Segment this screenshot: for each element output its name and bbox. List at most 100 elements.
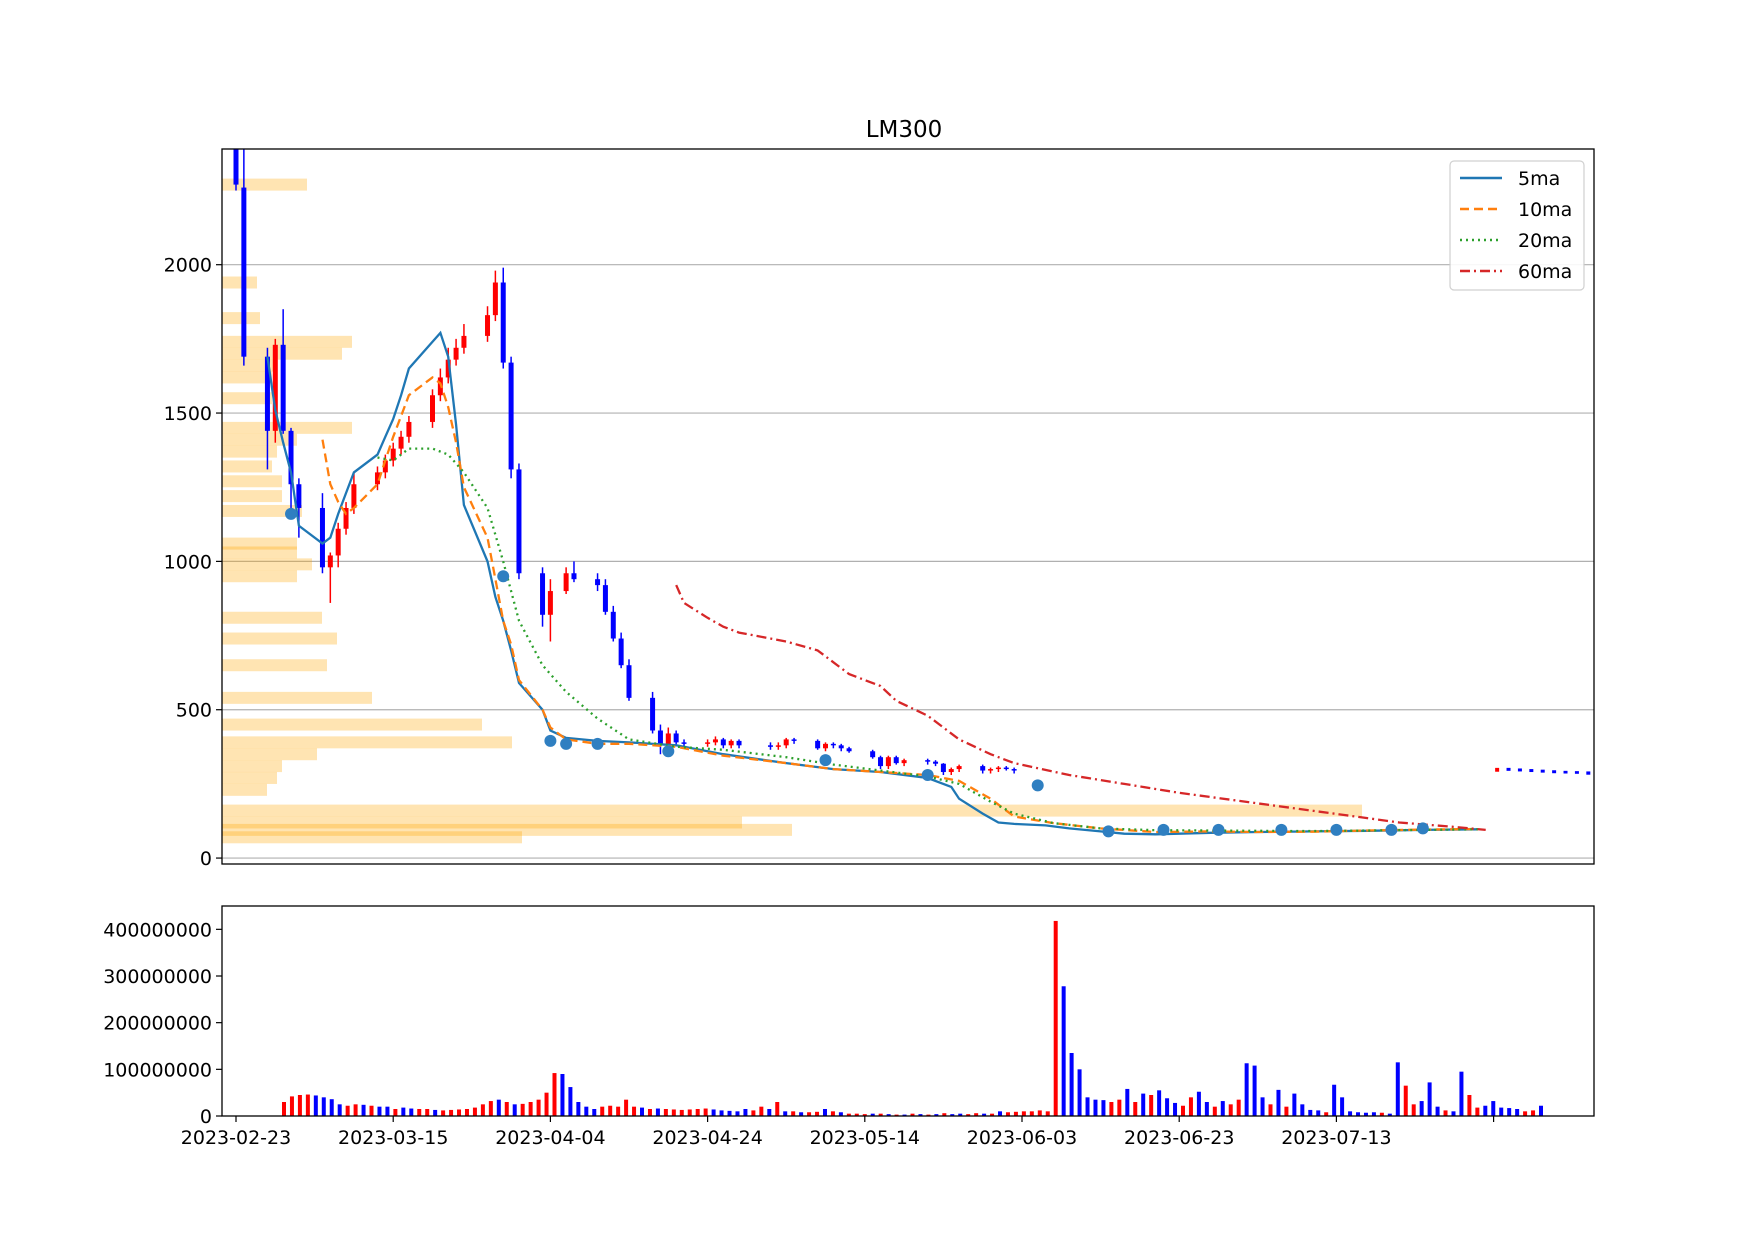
- candle-body: [705, 742, 711, 744]
- candle-body: [1689, 776, 1693, 779]
- y-tick-label: 1000: [164, 551, 212, 573]
- volume-bar: [990, 1113, 995, 1116]
- volume-bar: [759, 1106, 764, 1116]
- volume-bar: [369, 1105, 374, 1116]
- volume-bar: [528, 1102, 533, 1116]
- candle-body: [933, 761, 939, 764]
- volume-bar: [703, 1108, 708, 1116]
- volume-bar: [687, 1109, 692, 1116]
- y-tick-label: 500: [176, 700, 212, 722]
- volume-bar: [1133, 1102, 1138, 1116]
- candle-body: [736, 740, 742, 746]
- volume-bar: [417, 1109, 422, 1116]
- volume-bar: [289, 1096, 294, 1116]
- candle-body: [885, 757, 891, 767]
- volume-profile-bar: [222, 771, 277, 784]
- y-tick-label: 0: [200, 848, 212, 870]
- volume-bar: [982, 1113, 987, 1116]
- candle-body: [508, 362, 514, 470]
- candle-body: [1506, 767, 1511, 771]
- candle-body: [1003, 767, 1009, 770]
- candle-body: [1609, 773, 1613, 776]
- candle-body: [657, 730, 663, 746]
- x-tick-label: 2023-05-14: [810, 1127, 920, 1149]
- volume-profile-bar: [222, 460, 272, 473]
- candle-body: [665, 733, 671, 746]
- volume-bar: [671, 1109, 676, 1116]
- volume-bar: [480, 1104, 485, 1116]
- signal-marker: [1416, 822, 1429, 835]
- candle-body: [264, 356, 270, 431]
- candle-body: [1495, 767, 1500, 772]
- candle-body: [1655, 775, 1659, 778]
- candle-body: [650, 697, 656, 731]
- volume-bar: [321, 1097, 326, 1116]
- candle-body: [351, 484, 357, 508]
- volume-bar: [1021, 1111, 1026, 1116]
- candle-body: [571, 573, 577, 580]
- signal-marker: [591, 737, 604, 750]
- volume-bar: [1188, 1097, 1193, 1116]
- volume-bar: [1411, 1104, 1416, 1116]
- candle-body: [374, 472, 380, 485]
- volume-bar: [791, 1111, 796, 1116]
- volume-bar: [1475, 1107, 1480, 1116]
- volume-bar: [1379, 1112, 1384, 1116]
- signal-marker: [1157, 823, 1170, 836]
- volume-bar: [1316, 1110, 1321, 1116]
- volume-bar: [496, 1099, 501, 1116]
- volume-profile-bar: [222, 371, 272, 384]
- price-panel: 0 500 1000 1500 2000: [164, 148, 1727, 870]
- volume-bar: [1515, 1109, 1520, 1116]
- candle-body: [1643, 775, 1647, 778]
- y-tick-label: 300000000: [103, 966, 212, 988]
- volume-bar: [1499, 1107, 1504, 1116]
- ma-line-10ma: [321, 375, 1478, 834]
- candle-body: [540, 573, 546, 615]
- volume-bar: [743, 1109, 748, 1116]
- candle-body: [1723, 777, 1727, 780]
- volume-bar: [1507, 1108, 1512, 1116]
- volume-profile-bar: [222, 823, 792, 836]
- candle-body: [398, 436, 404, 449]
- candle-body: [1632, 774, 1636, 777]
- volume-profile-bar: [222, 490, 282, 503]
- candle-body: [673, 733, 679, 743]
- volume-bar: [1212, 1106, 1217, 1116]
- volume-bar: [560, 1074, 565, 1116]
- volume-bar: [441, 1110, 446, 1116]
- candle-body: [823, 743, 828, 749]
- x-tick-label: 2023-07-13: [1281, 1127, 1391, 1149]
- price-plot-area: [222, 149, 1727, 859]
- volume-bar: [1268, 1104, 1273, 1116]
- candle-body: [948, 769, 954, 773]
- legend-label: 5ma: [1518, 168, 1560, 190]
- volume-bar: [401, 1107, 406, 1116]
- volume-bar: [1109, 1102, 1114, 1116]
- candle-body: [940, 763, 946, 773]
- volume-bar: [449, 1109, 454, 1116]
- volume-bar: [1117, 1099, 1122, 1116]
- candle-body: [547, 591, 553, 615]
- volume-bar: [608, 1105, 613, 1116]
- candle-body: [925, 760, 931, 762]
- volume-bar: [337, 1104, 342, 1116]
- volume-bar: [1157, 1090, 1162, 1116]
- volume-profile-bar: [222, 804, 1362, 817]
- volume-bar: [1220, 1101, 1225, 1116]
- volume-profile-bar: [222, 392, 272, 405]
- volume-bar: [1149, 1095, 1154, 1116]
- legend-label: 60ma: [1518, 261, 1572, 283]
- volume-profile-bar: [222, 570, 297, 583]
- volume-bar: [974, 1113, 979, 1116]
- volume-profile-bar: [222, 504, 302, 517]
- volume-bar: [1523, 1111, 1528, 1116]
- chart-legend: 5ma 10ma 20ma 60ma: [1449, 160, 1585, 291]
- volume-bar: [1435, 1106, 1440, 1116]
- signal-marker: [1385, 823, 1398, 836]
- volume-bar: [488, 1101, 493, 1116]
- candle-body: [1011, 769, 1017, 771]
- volume-bar: [385, 1106, 390, 1116]
- x-tick-label: 2023-06-03: [967, 1127, 1077, 1149]
- volume-bar: [1531, 1110, 1536, 1116]
